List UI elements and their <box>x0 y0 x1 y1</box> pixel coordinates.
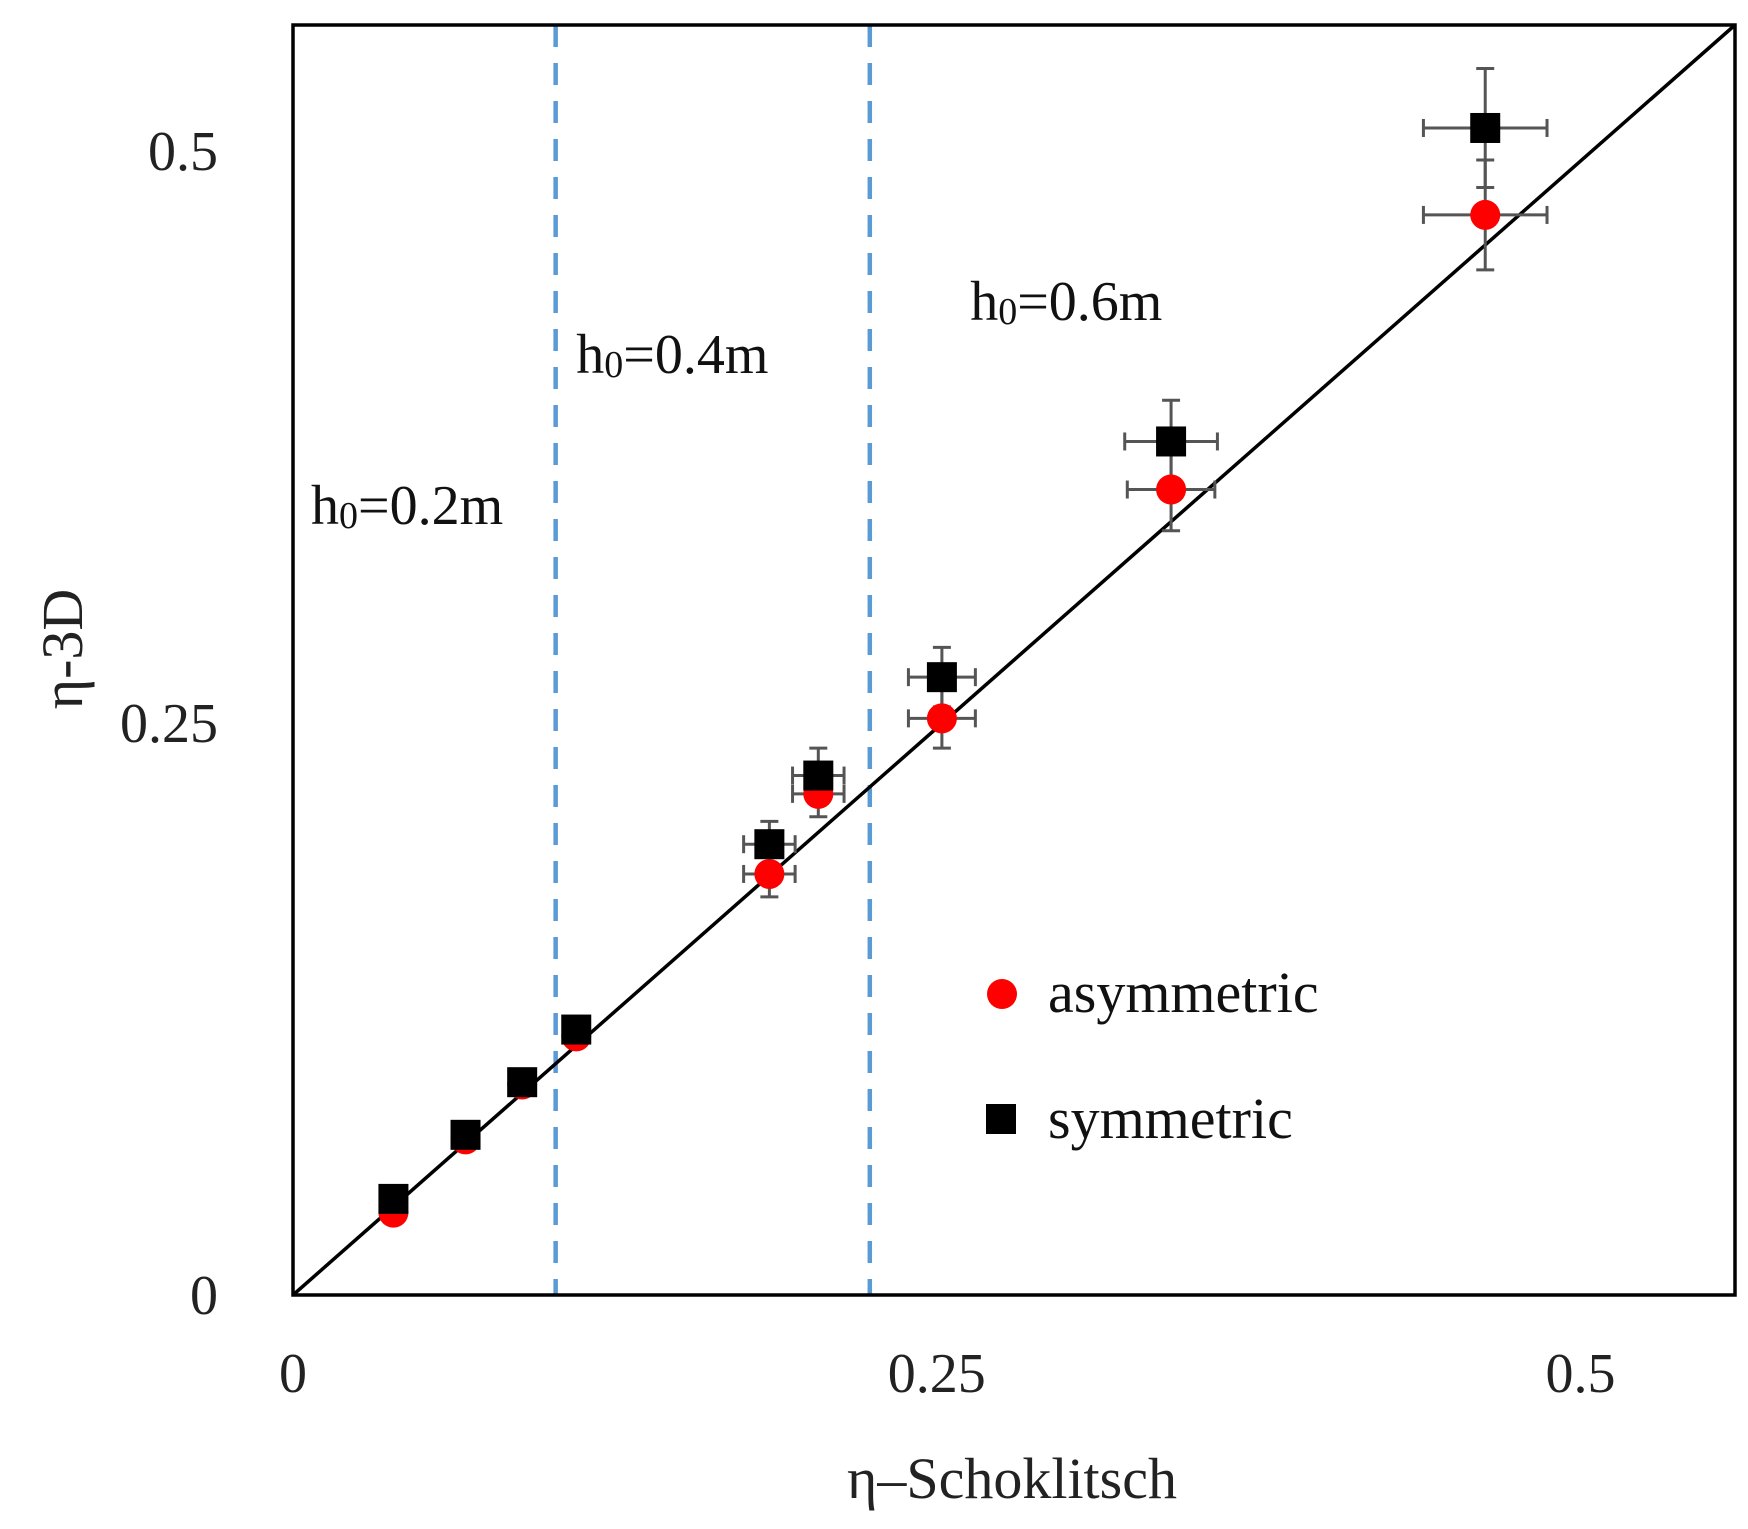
region-label: h0=0.2m <box>311 475 503 537</box>
point-symmetric <box>754 829 785 860</box>
point-asymmetric <box>1156 474 1187 505</box>
point-asymmetric <box>754 858 785 889</box>
y-tick-labels: 0 0.25 0.5 <box>120 121 218 1327</box>
y-tick-label: 0 <box>190 1265 218 1327</box>
x-tick-label: 0.5 <box>1546 1343 1616 1405</box>
y-tick-label: 0.5 <box>148 121 218 183</box>
region-annotations: h0=0.2m h0=0.4m h0=0.6m <box>311 271 1162 537</box>
point-asymmetric <box>926 703 957 734</box>
y-axis-title: η-3D <box>30 589 95 710</box>
legend-label-symmetric: symmetric <box>1048 1086 1293 1151</box>
x-tick-label: 0 <box>279 1343 307 1405</box>
point-symmetric <box>1156 426 1187 457</box>
point-symmetric <box>561 1014 592 1045</box>
point-symmetric <box>1470 112 1501 143</box>
region-label: h0=0.6m <box>970 271 1162 333</box>
point-asymmetric <box>1470 199 1501 230</box>
region-label: h0=0.4m <box>576 324 768 386</box>
legend-label-asymmetric: asymmetric <box>1048 960 1319 1025</box>
error-bars <box>742 66 1549 899</box>
divider-lines <box>553 25 873 1295</box>
data-markers <box>378 112 1501 1228</box>
x-axis-title: η–Schoklitsch <box>847 1446 1177 1511</box>
x-tick-label: 0.25 <box>888 1343 986 1405</box>
point-symmetric <box>450 1119 481 1150</box>
point-symmetric <box>926 662 957 693</box>
point-symmetric <box>507 1067 538 1098</box>
plot-frame <box>291 23 1737 1297</box>
legend-marker-symmetric <box>986 1104 1016 1134</box>
legend-marker-asymmetric <box>987 979 1017 1009</box>
point-symmetric <box>378 1183 409 1214</box>
point-symmetric <box>803 760 834 791</box>
x-tick-labels: 0 0.25 0.5 <box>279 1343 1616 1405</box>
y-tick-label: 0.25 <box>120 693 218 755</box>
legend: asymmetric symmetric <box>986 960 1319 1151</box>
